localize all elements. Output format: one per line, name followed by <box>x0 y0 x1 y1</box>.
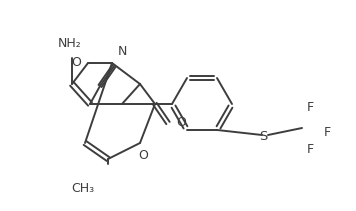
Text: S: S <box>259 130 267 142</box>
Text: O: O <box>138 149 148 162</box>
Text: O: O <box>176 115 186 128</box>
Text: F: F <box>307 101 314 114</box>
Text: NH₂: NH₂ <box>58 37 82 50</box>
Text: N: N <box>117 45 127 58</box>
Text: F: F <box>324 126 331 138</box>
Text: CH₃: CH₃ <box>71 182 94 195</box>
Text: F: F <box>307 143 314 156</box>
Text: O: O <box>71 55 81 69</box>
